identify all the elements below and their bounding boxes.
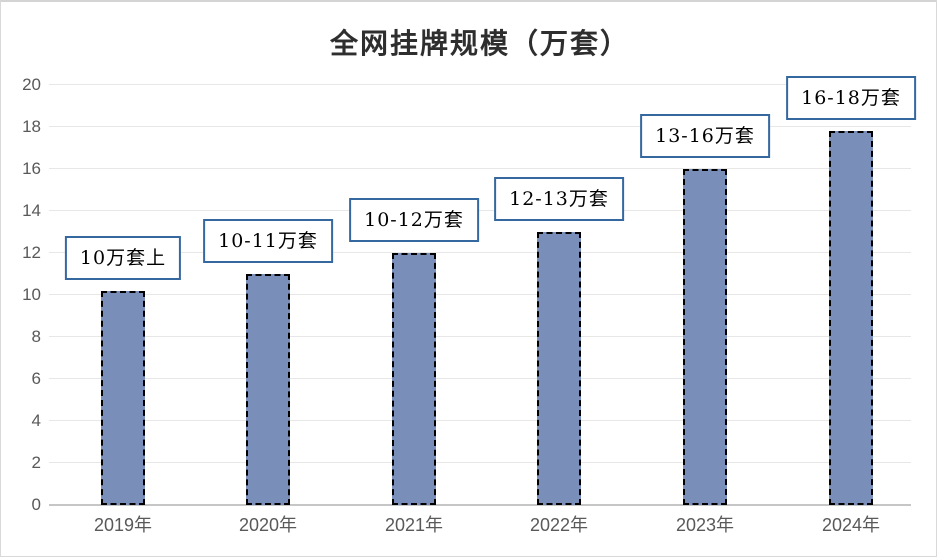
- y-axis-tick-label: 0: [31, 495, 41, 514]
- bar-2021年: [392, 253, 436, 505]
- bar-2019年: [101, 291, 145, 505]
- bar-value-label: 12-13万套: [494, 177, 624, 221]
- bar-2023年: [683, 169, 727, 505]
- y-axis-tick-label: 6: [31, 369, 41, 388]
- x-axis-label: 2021年: [384, 515, 444, 535]
- y-axis-tick-label: 20: [22, 75, 41, 94]
- y-axis-tick-label: 12: [22, 243, 41, 262]
- bar-value-label: 10万套上: [64, 236, 182, 280]
- x-axis-label: 2019年: [93, 515, 153, 535]
- gridline: [49, 126, 911, 127]
- x-axis-label: 2023年: [675, 515, 735, 535]
- bar-2020年: [246, 274, 290, 505]
- y-axis-tick-label: 4: [31, 411, 41, 430]
- gridline: [49, 252, 911, 253]
- chart-title: 全网挂牌规模（万套）: [329, 27, 630, 60]
- y-axis-tick-label: 2: [31, 453, 41, 472]
- bar-value-label: 13-16万套: [640, 114, 770, 158]
- y-axis-tick-label: 18: [22, 117, 41, 136]
- bar-2024年: [829, 131, 873, 505]
- x-axis-label: 2020年: [238, 515, 298, 535]
- bar-value-label: 10-11万套: [203, 219, 333, 263]
- bar-value-label: 16-18万套: [786, 76, 916, 120]
- gridline: [49, 294, 911, 295]
- gridline: [49, 210, 911, 211]
- gridline: [49, 168, 911, 169]
- y-axis-tick-label: 16: [22, 159, 41, 178]
- gridline: [49, 336, 911, 337]
- bar-2022年: [537, 232, 581, 505]
- gridline: [49, 462, 911, 463]
- gridline: [49, 84, 911, 85]
- x-axis-label: 2024年: [821, 515, 881, 535]
- gridline: [49, 378, 911, 379]
- gridline: [49, 420, 911, 421]
- bar-value-label: 10-12万套: [349, 198, 479, 242]
- y-axis-tick-label: 10: [22, 285, 41, 304]
- x-axis-label: 2022年: [529, 515, 589, 535]
- y-axis-tick-label: 8: [31, 327, 41, 346]
- y-axis-tick-label: 14: [22, 201, 41, 220]
- x-axis-line: [49, 504, 911, 506]
